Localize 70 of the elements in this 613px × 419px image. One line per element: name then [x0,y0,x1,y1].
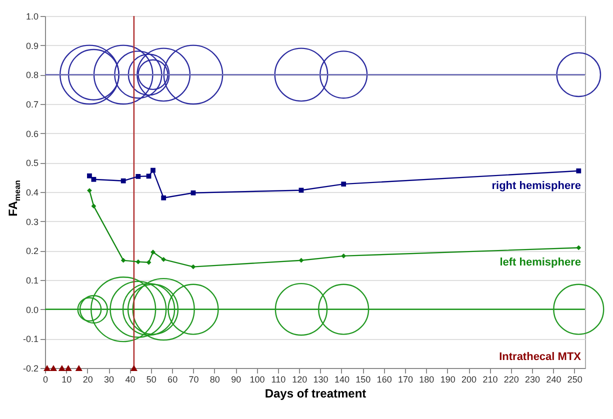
x-tick-label: 130 [313,374,328,384]
x-tick-label: 70 [188,374,199,384]
point [146,260,152,265]
point [58,364,66,372]
y-tick-label: 0.0 [26,304,38,315]
y-tick-label: 0.7 [26,100,38,110]
point [150,250,156,255]
y-tick-label: 0.5 [26,158,38,168]
x-tick-label: 140 [334,374,350,384]
point [87,188,92,193]
y-tick-label: 0.8 [26,70,38,80]
point [190,264,196,270]
point [136,174,141,179]
y-tick-label: 0.9 [26,40,38,51]
x-tick-label: 210 [482,374,498,384]
point [341,254,346,258]
x-tick-label: 40 [125,374,136,384]
x-tick-label: 200 [462,374,477,384]
x-tick-label: 50 [146,374,156,384]
point [44,364,51,372]
point [136,259,141,264]
point [50,364,58,372]
x-tick-label: 90 [231,374,242,384]
x-tick-label: 80 [210,374,220,384]
point [576,168,582,174]
y-tick-label: 0.3 [26,216,38,227]
point [190,190,196,196]
x-tick-label: 170 [398,374,414,384]
point [150,168,156,173]
point [341,182,346,187]
y-tick-label: 0.1 [26,276,38,286]
x-tick-label: 230 [525,374,540,384]
series-label: left hemisphere [500,256,581,269]
y-tick-label: -0.1 [22,334,38,344]
x-tick-label: 240 [546,374,562,384]
point [146,174,152,179]
point [161,195,166,200]
point [91,204,96,209]
text: Intrathecal MTX [499,351,582,363]
point [75,364,82,372]
y-tick-label: 0.6 [26,128,38,139]
point [576,245,582,250]
point [298,258,304,263]
y-tick-label: 0.4 [26,188,38,198]
point [130,364,138,372]
x-tick-label: 120 [292,374,308,384]
y-tick-label: 0.2 [26,246,38,256]
x-tick-label: 10 [62,374,72,384]
point [161,257,166,262]
x-tick-label: 110 [271,374,286,384]
x-tick-label: 160 [376,374,392,384]
point [64,364,72,372]
x-tick-label: 100 [250,374,265,384]
x-tick-label: 220 [504,374,519,384]
x-tick-label: 250 [567,374,582,384]
y-tick-label: 1.0 [26,12,38,22]
series-label: right hemisphere [492,180,581,192]
x-tick-label: 190 [440,374,456,384]
x-tick-label: 180 [419,374,434,384]
x-tick-label: 0 [42,374,48,384]
point [91,176,96,182]
x-tick-label: 20 [82,374,93,384]
x-tick-label: 60 [168,374,178,384]
y-tick-label: -0.2 [22,364,38,374]
point [87,173,92,178]
x-tick-label: 30 [104,374,114,384]
point [120,178,126,184]
point [120,258,126,263]
x-axis-title: Days of treatment [264,386,366,400]
x-tick-label: 150 [356,374,371,384]
